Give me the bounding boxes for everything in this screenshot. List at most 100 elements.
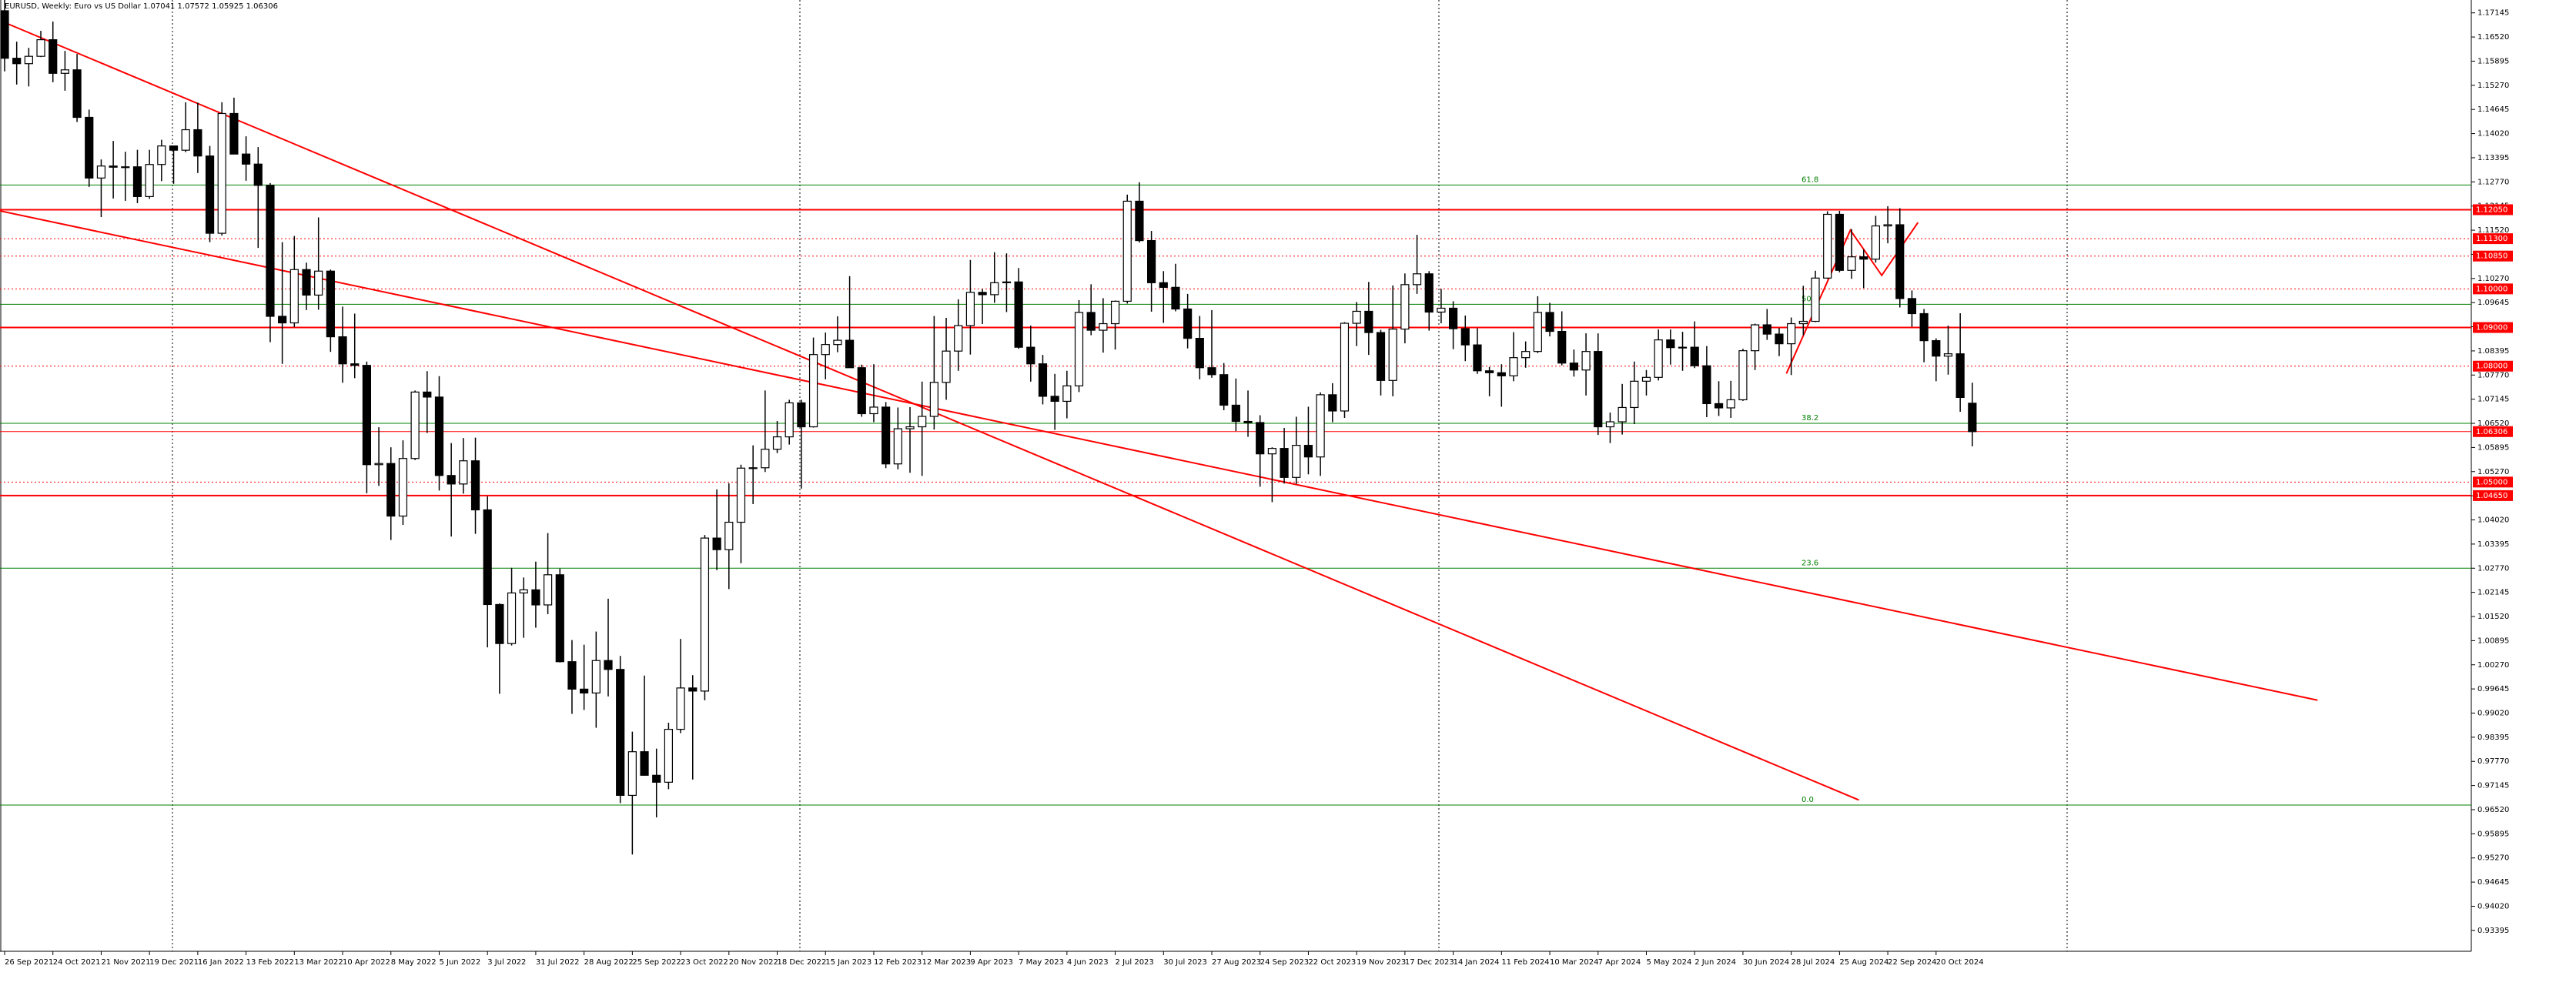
y-tick-label: 1.15895 — [2477, 57, 2509, 65]
y-tick-label: 1.14020 — [2477, 130, 2509, 139]
y-tick-label: 1.01520 — [2477, 613, 2509, 621]
candle-body — [205, 155, 215, 234]
x-tick-label: 13 Feb 2022 — [246, 958, 294, 967]
candle-body — [1702, 365, 1711, 405]
candle-body — [470, 460, 480, 511]
y-tick-label: 1.00270 — [2477, 661, 2509, 670]
y-tick-label: 1.12770 — [2477, 178, 2509, 186]
bid-tag — [2473, 426, 2513, 437]
candle-body — [217, 112, 226, 234]
level-label: 1.12050 — [2476, 205, 2507, 214]
candle-body — [1968, 403, 1977, 433]
candle-body — [882, 406, 891, 465]
x-tick-label: 24 Oct 2021 — [53, 958, 101, 967]
candle-body — [616, 669, 625, 797]
x-tick-label: 11 Feb 2024 — [1501, 958, 1549, 967]
candle-body — [181, 129, 190, 151]
candle-body — [1485, 370, 1494, 373]
candle-body — [1521, 351, 1531, 359]
x-tick-label: 7 May 2023 — [1019, 958, 1064, 967]
x-tick-label: 14 Jan 2024 — [1454, 958, 1500, 967]
y-tick-label: 0.99645 — [2477, 685, 2509, 693]
y-tick-label: 1.07145 — [2477, 396, 2509, 404]
candle-body — [821, 344, 830, 356]
candle-body — [302, 269, 311, 296]
x-tick-label: 2 Jun 2024 — [1694, 958, 1736, 967]
y-tick-label: 1.08395 — [2477, 347, 2509, 356]
candle-body — [1280, 448, 1289, 478]
candle-body — [1955, 353, 1965, 399]
fibo-label: 61.8 — [1802, 175, 1818, 184]
y-tick-label: 0.96520 — [2477, 806, 2509, 814]
candle-body — [1751, 324, 1760, 352]
candle-body — [1328, 394, 1337, 412]
y-tick-label: 1.00895 — [2477, 637, 2509, 645]
candle-body — [857, 367, 866, 415]
candle-body — [1376, 332, 1386, 381]
x-tick-label: 22 Oct 2023 — [1308, 958, 1356, 967]
candle-body — [1678, 346, 1688, 349]
candle-body — [1352, 310, 1361, 324]
candle-body — [978, 292, 987, 296]
y-tick-label: 0.95270 — [2477, 854, 2509, 863]
y-tick-label: 1.04020 — [2477, 516, 2509, 525]
y-tick-label: 1.07770 — [2477, 371, 2509, 379]
candle-body — [1135, 200, 1144, 242]
x-tick-label: 5 May 2024 — [1646, 958, 1691, 967]
candle-body — [1303, 445, 1313, 458]
candle-body — [459, 460, 468, 485]
candle-body — [1340, 322, 1350, 412]
x-tick-label: 18 Dec 2022 — [778, 958, 827, 967]
x-tick-label: 19 Nov 2023 — [1357, 958, 1406, 967]
candle-body — [398, 458, 408, 517]
y-tick-label: 1.09645 — [2477, 299, 2509, 307]
candle-body — [423, 391, 432, 398]
candle-body — [1195, 338, 1204, 369]
level-tag — [2473, 322, 2513, 333]
candle-body — [1509, 357, 1518, 376]
candle-body — [49, 39, 58, 74]
candle-body — [132, 166, 142, 197]
candle-body — [748, 467, 758, 469]
candle-body — [1074, 312, 1084, 386]
candle-body — [627, 751, 637, 797]
x-tick-label: 5 Jun 2022 — [439, 958, 480, 967]
candle-body — [555, 574, 564, 663]
candle-body — [664, 728, 674, 783]
candle-body — [724, 521, 734, 550]
x-tick-label: 30 Jun 2024 — [1743, 958, 1789, 967]
candle-body — [954, 325, 963, 352]
y-tick-label: 1.16520 — [2477, 33, 2509, 42]
candle-body — [1159, 282, 1168, 288]
chart-title: EURUSD, Weekly: Euro vs US Dollar 1.0704… — [5, 2, 278, 11]
level-tag — [2473, 233, 2513, 245]
candle-body — [797, 402, 806, 428]
candle-body — [1594, 351, 1603, 428]
candle-body — [736, 467, 746, 523]
y-tick-label: 1.02145 — [2477, 589, 2509, 597]
candle-body — [278, 316, 287, 324]
candle-body — [1907, 298, 1917, 315]
x-tick-label: 13 Mar 2022 — [294, 958, 343, 967]
candle-body — [1231, 404, 1240, 423]
candle-body — [60, 69, 70, 74]
candle-body — [72, 69, 82, 119]
x-tick-label: 22 Sep 2024 — [1888, 958, 1936, 967]
y-tick-label: 1.15270 — [2477, 82, 2509, 90]
candle-body — [24, 55, 33, 65]
x-tick-label: 12 Feb 2023 — [874, 958, 922, 967]
candle-body — [1823, 213, 1832, 279]
candle-body — [1171, 286, 1180, 310]
candle-body — [1219, 374, 1229, 406]
x-tick-label: 28 Jul 2024 — [1791, 958, 1835, 967]
candle-body — [410, 391, 420, 459]
candle-body — [604, 660, 613, 670]
candle-body — [1267, 448, 1277, 455]
y-tick-label: 0.97145 — [2477, 782, 2509, 790]
x-tick-label: 26 Sep 2021 — [5, 958, 53, 967]
candle-body — [434, 396, 444, 476]
candle-body — [96, 165, 106, 179]
candle-body — [929, 382, 938, 417]
y-tick-label: 0.95895 — [2477, 830, 2509, 838]
y-tick-label: 1.05895 — [2477, 443, 2509, 452]
